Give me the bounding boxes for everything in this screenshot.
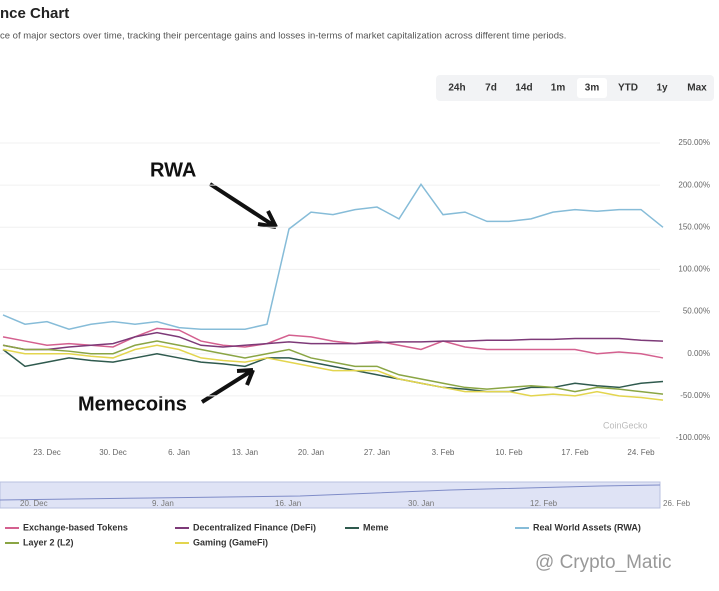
credit: CoinGecko	[603, 420, 648, 430]
line	[2, 331, 664, 351]
range-button[interactable]: 1m	[551, 83, 566, 94]
annotation: RWA	[150, 159, 196, 181]
x-tick-label: 13. Jan	[232, 448, 258, 457]
navigator-line	[0, 484, 661, 501]
x-tick-label: 3. Feb	[432, 448, 455, 457]
x-tick-label: 20. Jan	[298, 448, 324, 457]
y-tick-label: 150.00%	[678, 222, 710, 231]
range-button[interactable]: 1y	[656, 83, 668, 94]
legend-label[interactable]: Meme	[363, 522, 389, 532]
line	[2, 340, 664, 395]
y-tick-label: 250.00%	[678, 138, 710, 147]
title: nce Chart	[0, 5, 69, 22]
x-tick-label: 24. Feb	[627, 448, 655, 457]
navigator-label: 26. Feb	[663, 499, 691, 508]
range-button[interactable]: 3m	[585, 83, 600, 94]
navigator-label: 30. Jan	[408, 499, 434, 508]
navigator-label: 20. Dec	[20, 499, 48, 508]
x-tick-label: 6. Jan	[168, 448, 190, 457]
legend-label[interactable]: Layer 2 (L2)	[23, 537, 74, 547]
y-tick-label: 200.00%	[678, 180, 710, 189]
y-tick-label: 100.00%	[678, 265, 710, 274]
subtitle: ce of major sectors over time, tracking …	[0, 31, 566, 42]
legend-label[interactable]: Gaming (GameFi)	[193, 537, 268, 547]
line	[2, 344, 664, 401]
range-button[interactable]: Max	[687, 83, 707, 94]
range-selected	[577, 78, 607, 98]
navigator-label: 9. Jan	[152, 499, 174, 508]
navigator-label: 12. Feb	[530, 499, 558, 508]
range-bar	[436, 75, 714, 101]
range-button[interactable]: YTD	[618, 83, 638, 94]
y-tick-label: 0.00%	[687, 349, 710, 358]
range-button[interactable]: 14d	[515, 83, 532, 94]
y-tick-label: -100.00%	[676, 433, 710, 442]
annotation: Memecoins	[78, 393, 187, 415]
arrow	[208, 182, 278, 229]
x-tick-label: 23. Dec	[33, 448, 61, 457]
arrow	[200, 368, 255, 404]
legend-label[interactable]: Exchange-based Tokens	[23, 522, 128, 532]
legend-label[interactable]: Real World Assets (RWA)	[533, 522, 641, 532]
watermark: @ Crypto_Matic	[535, 552, 672, 573]
x-tick-label: 17. Feb	[561, 448, 589, 457]
y-tick-label: -50.00%	[680, 391, 710, 400]
x-tick-label: 27. Jan	[364, 448, 390, 457]
line	[2, 182, 664, 331]
line	[2, 327, 664, 359]
y-tick-label: 50.00%	[683, 307, 710, 316]
x-tick-label: 30. Dec	[99, 448, 127, 457]
x-tick-label: 10. Feb	[495, 448, 523, 457]
range-button[interactable]: 24h	[448, 83, 465, 94]
range-button[interactable]: 7d	[485, 83, 497, 94]
navigator-label: 16. Jan	[275, 499, 301, 508]
legend-label[interactable]: Decentralized Finance (DeFi)	[193, 522, 316, 532]
